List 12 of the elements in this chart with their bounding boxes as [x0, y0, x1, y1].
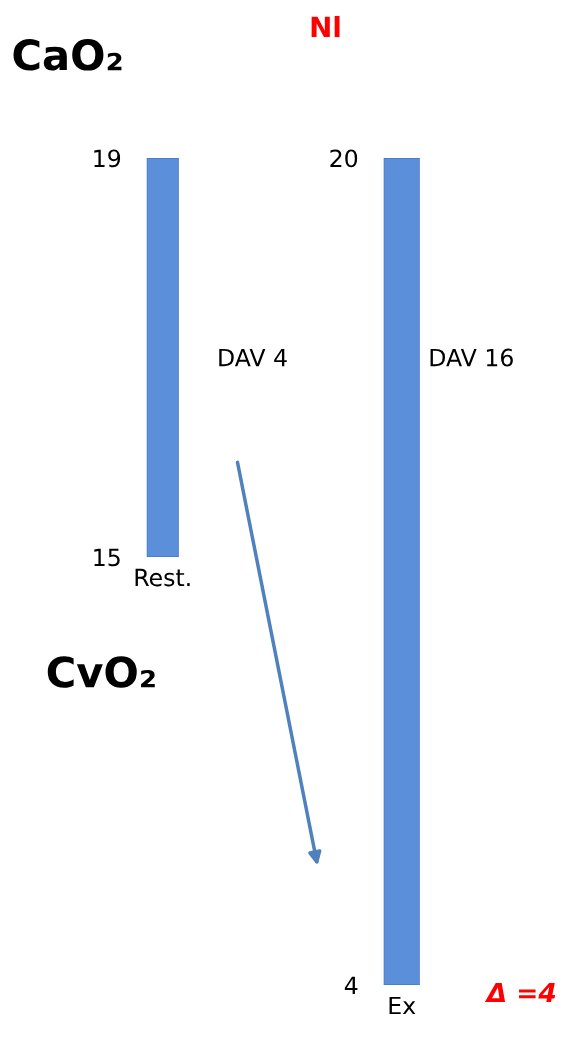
y-tick-label: 4 [344, 976, 358, 995]
text: Δ =4 [484, 982, 556, 1003]
y-tick-label: 20 [330, 149, 358, 168]
x-tick-label: Rest. [135, 568, 190, 587]
annotation: DAV 4 [219, 348, 287, 367]
x-tick-label: Ex [389, 996, 416, 1015]
chart-title: Nl [311, 15, 340, 38]
y-tick-label: 19 [94, 149, 121, 168]
y-tick-label: 15 [94, 548, 120, 567]
text: CaO₂ [13, 39, 122, 71]
annotation: DAV 16 [430, 348, 513, 367]
text: CvO₂ [47, 656, 155, 688]
